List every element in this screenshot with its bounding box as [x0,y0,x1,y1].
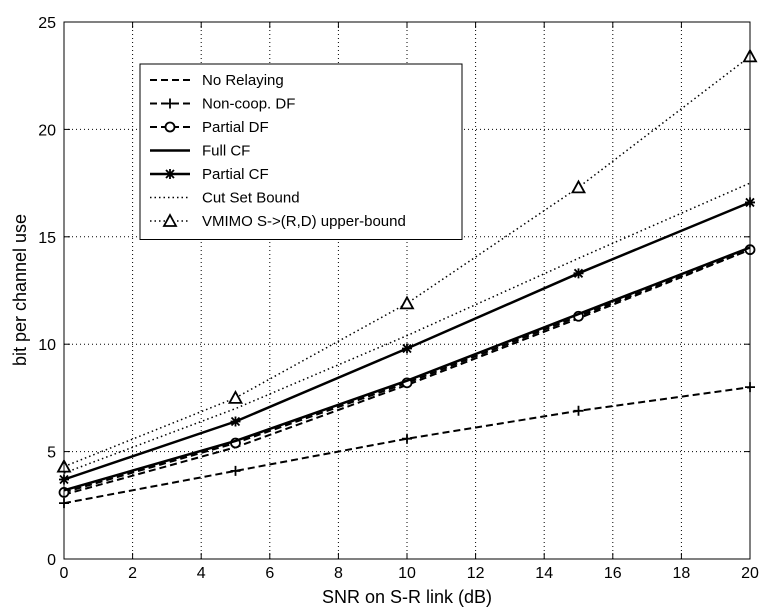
plus-marker [573,405,584,416]
legend-entry: Full CF [150,143,250,160]
triangle-marker [162,213,178,227]
star-marker [573,268,584,279]
legend: No Relaying Non-coop. DF Partial DF Full CF… [139,63,463,240]
plus-marker [230,465,241,476]
series-line [63,182,751,474]
y-tick-label: 25 [38,15,56,32]
legend-label: No Relaying [202,72,284,89]
legend-label: Full CF [202,143,250,160]
x-tick-label: 8 [334,565,343,582]
y-tick-label: 10 [38,337,56,354]
y-tick-label: 20 [38,122,56,139]
x-tick-label: 0 [60,565,69,582]
star-marker [165,169,175,179]
x-tick-label: 2 [128,565,137,582]
legend-box [139,63,463,240]
legend-entry: Non-coop. DF [150,96,295,113]
legend-label: VMIMO S->(R,D) upper-bound [202,213,406,230]
legend-entry: Cut Set Bound [150,190,300,207]
triangle-marker [399,295,415,310]
x-tick-label: 12 [467,565,485,582]
plus-marker [402,433,412,444]
legend-label: Partial CF [202,166,269,183]
legend-entry: Partial DF [150,119,269,136]
y-axis-title: bit per channel use [10,214,30,366]
series-4 [63,246,751,492]
series-line [63,248,751,496]
series-group [56,48,758,509]
legend-label: Non-coop. DF [202,96,295,113]
x-axis-title: SNR on S-R link (dB) [322,587,492,607]
series-line [63,248,751,494]
x-tick-label: 20 [741,565,759,582]
x-tick-label: 6 [265,565,274,582]
legend-entry: No Relaying [150,72,284,89]
circle-marker [164,121,176,133]
series-6 [63,182,751,474]
legend-label: Partial DF [202,119,269,136]
legend-label: Cut Set Bound [202,190,300,207]
x-tick-label: 14 [535,565,553,582]
y-tick-label: 5 [47,445,56,462]
legend-entry: Partial CF [150,166,269,183]
x-tick-label: 16 [604,565,622,582]
x-tick-label: 18 [673,565,691,582]
plus-marker [165,98,175,109]
grid [64,22,750,559]
series-line [63,386,751,505]
axis-ticks: 0 2 4 6 8 10 12 14 16 18 20 0 5 10 15 20 25 [38,15,759,582]
x-tick-label: 4 [197,565,206,582]
series-line [63,246,751,492]
star-marker [402,343,412,354]
x-tick-label: 10 [398,565,416,582]
star-marker [230,416,241,427]
y-tick-label: 0 [47,552,56,569]
legend-entry: VMIMO S->(R,D) upper-bound [150,213,406,230]
y-tick-label: 15 [38,230,56,247]
series-1 [63,248,751,496]
triangle-marker [227,390,244,404]
triangle-marker [570,179,587,194]
